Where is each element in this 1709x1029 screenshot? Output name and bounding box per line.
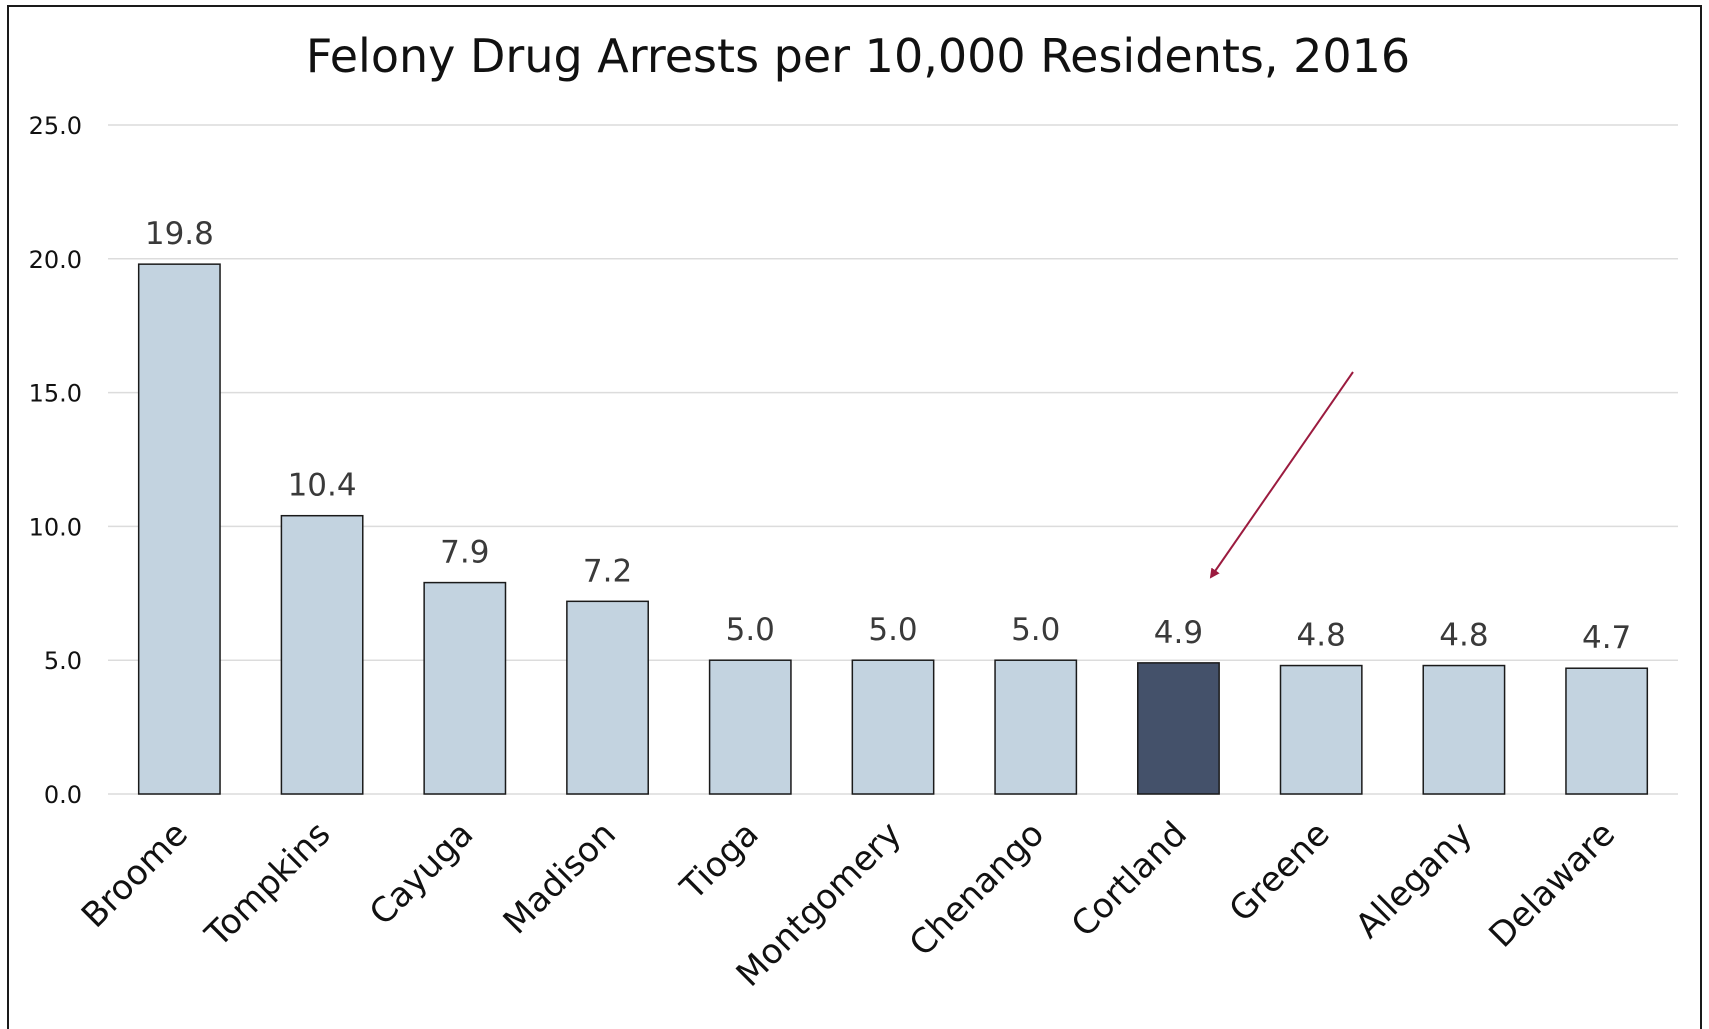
x-tick-label-madison: Madison <box>496 814 624 942</box>
bar-cayuga <box>423 581 507 795</box>
data-label-allegany: 4.8 <box>1439 618 1488 654</box>
annotation-arrow <box>1209 371 1354 579</box>
y-axis-tick-labels: 0.0 5.0 10.0 15.0 20.0 25.0 <box>29 112 82 809</box>
bar-montgomery <box>851 659 935 795</box>
bar-chenango <box>994 659 1078 795</box>
data-label-greene: 4.8 <box>1297 618 1346 654</box>
x-tick-label-cayuga: Cayuga <box>362 814 481 933</box>
data-label-delaware: 4.7 <box>1582 620 1631 656</box>
bar-cortland <box>1137 662 1220 795</box>
chart-border <box>7 5 1702 1029</box>
x-tick-label-allegany: Allegany <box>1348 814 1480 946</box>
x-tick-label-tompkins: Tompkins <box>197 814 338 955</box>
bar-broome <box>137 263 221 795</box>
data-label-tioga: 5.0 <box>726 612 775 648</box>
y-tick-label: 15.0 <box>29 380 82 408</box>
bar-tioga <box>708 659 792 795</box>
y-tick-label: 10.0 <box>29 513 82 541</box>
bar-greene <box>1279 664 1363 795</box>
data-label-broome: 19.8 <box>145 216 214 252</box>
data-label-montgomery: 5.0 <box>868 612 917 648</box>
chart-title: Felony Drug Arrests per 10,000 Residents… <box>306 29 1410 83</box>
x-axis-tick-labels: Broome Tompkins Cayuga Madison TiogaMontgome… <box>74 814 1623 995</box>
y-tick-label: 5.0 <box>44 647 82 675</box>
y-tick-label: 0.0 <box>44 781 82 809</box>
bar-delaware <box>1565 667 1649 795</box>
x-tick-label-greene: Greene <box>1222 814 1338 930</box>
bar-allegany <box>1422 664 1506 795</box>
data-label-cortland: 4.9 <box>1154 615 1203 651</box>
x-tick-label-chenango: Chenango <box>902 814 1052 964</box>
data-label-tompkins: 10.4 <box>288 468 357 504</box>
bar-tompkins <box>280 514 364 795</box>
bars <box>137 263 1649 795</box>
x-tick-label-delaware: Delaware <box>1481 814 1623 956</box>
x-tick-label-tioga: Tioga <box>672 814 766 908</box>
y-tick-label: 20.0 <box>29 246 82 274</box>
y-tick-label: 25.0 <box>29 112 82 140</box>
data-labels: 19.8 10.4 7.9 7.2 5.0 5.0 5.0 4.9 4.8 4.8 4.7 <box>145 216 1631 656</box>
data-label-cayuga: 7.9 <box>440 535 489 571</box>
data-label-chenango: 5.0 <box>1011 612 1060 648</box>
x-tick-label-broome: Broome <box>74 814 196 936</box>
data-label-madison: 7.2 <box>583 553 632 589</box>
x-tick-label-cortland: Cortland <box>1064 814 1195 945</box>
bar-madison <box>566 600 649 795</box>
